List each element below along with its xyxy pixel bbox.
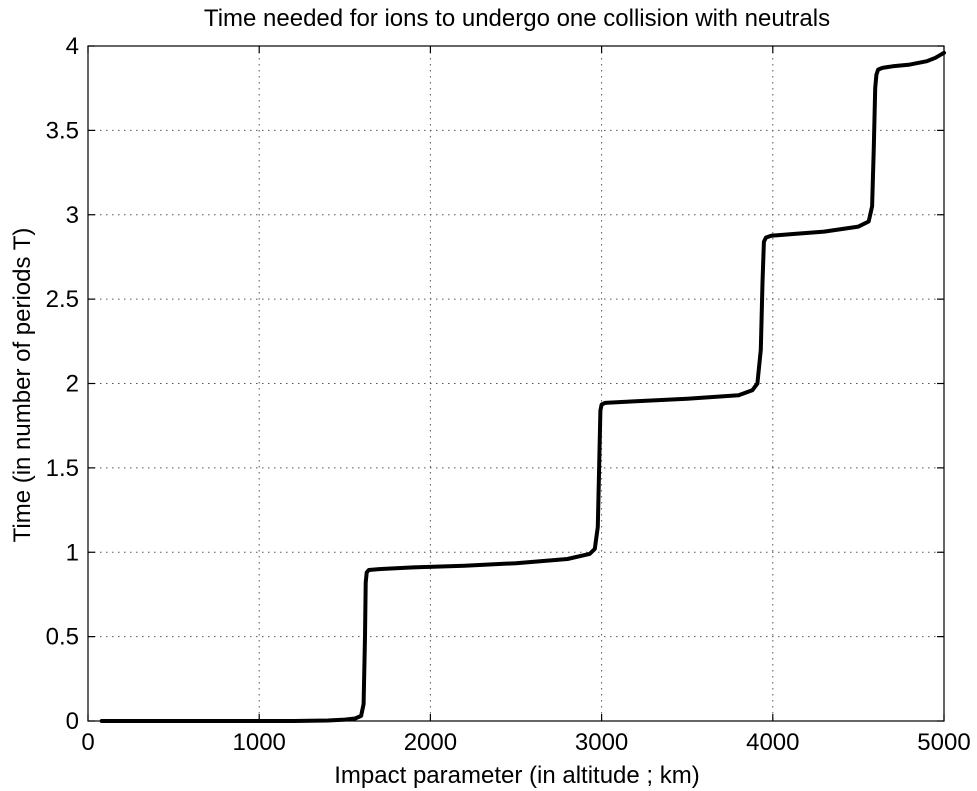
y-axis-tick-labels: 0 0.5 1 1.5 2 2.5 3 3.5 4 bbox=[46, 33, 79, 735]
y-tick-label: 2.5 bbox=[46, 286, 79, 313]
x-tick-label: 3000 bbox=[575, 729, 628, 756]
y-tick-label: 0 bbox=[66, 708, 79, 735]
y-tick-label: 1.5 bbox=[46, 455, 79, 482]
y-tick-label: 1 bbox=[66, 539, 79, 566]
x-tick-label: 2000 bbox=[404, 729, 457, 756]
y-tick-label: 3.5 bbox=[46, 117, 79, 144]
x-tick-label: 4000 bbox=[746, 729, 799, 756]
x-axis-tick-labels: 0 1000 2000 3000 4000 5000 bbox=[81, 729, 970, 756]
axis-ticks bbox=[87, 45, 945, 722]
y-axis-label: Time (in number of periods T) bbox=[9, 228, 36, 543]
x-tick-label: 1000 bbox=[233, 729, 286, 756]
y-tick-label: 2 bbox=[66, 371, 79, 398]
x-tick-label: 0 bbox=[81, 729, 94, 756]
series-line bbox=[99, 50, 946, 723]
chart-title: Time needed for ions to undergo one coll… bbox=[204, 5, 830, 32]
grid bbox=[88, 46, 944, 721]
y-tick-label: 4 bbox=[66, 33, 79, 60]
x-tick-label: 5000 bbox=[917, 729, 970, 756]
y-tick-label: 3 bbox=[66, 202, 79, 229]
x-axis-label: Impact parameter (in altitude ; km) bbox=[334, 762, 699, 789]
y-tick-label: 0.5 bbox=[46, 624, 79, 651]
series bbox=[99, 50, 946, 723]
